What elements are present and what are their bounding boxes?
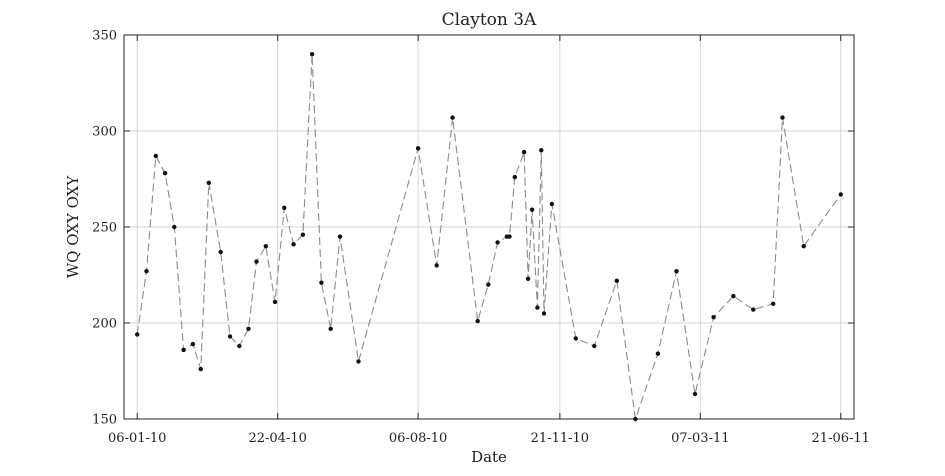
data-point xyxy=(263,244,268,249)
data-point xyxy=(507,234,512,239)
data-point xyxy=(272,299,278,305)
data-point xyxy=(539,148,544,153)
data-point xyxy=(309,52,315,57)
data-point xyxy=(731,293,736,299)
data-point xyxy=(549,201,555,207)
data-point xyxy=(337,234,343,239)
data-point xyxy=(450,115,455,120)
grid-lines xyxy=(124,34,854,420)
x-axis-title: Date xyxy=(471,448,507,466)
data-point xyxy=(237,343,242,349)
axes: 06-01-10 22-04-10 06-08-10 21-11-10 07-03-11… xyxy=(92,29,870,447)
data-point xyxy=(434,263,439,268)
x-tick-label: 06-08-10 xyxy=(389,431,447,446)
data-point xyxy=(771,301,776,306)
data-point xyxy=(535,305,540,310)
x-tick-label: 06-01-10 xyxy=(108,431,166,446)
data-point xyxy=(495,240,500,245)
data-point xyxy=(300,232,306,237)
x-tick-label: 22-04-10 xyxy=(248,431,306,446)
y-tick-label: 300 xyxy=(92,125,117,140)
data-point xyxy=(521,149,527,155)
series-line-0 xyxy=(136,54,842,420)
data-point xyxy=(838,192,843,197)
data-point xyxy=(190,341,196,347)
data-point xyxy=(711,315,716,320)
y-tick-label: 250 xyxy=(92,221,117,236)
x-tick-label: 21-06-11 xyxy=(812,431,870,446)
data-point xyxy=(614,278,619,283)
data-point xyxy=(356,359,361,364)
data-point xyxy=(181,347,186,353)
y-tick-label: 200 xyxy=(92,317,117,332)
data-point xyxy=(592,343,597,349)
y-tick-label: 150 xyxy=(92,413,117,428)
x-tick-label: 07-03-11 xyxy=(671,431,729,446)
data-point xyxy=(751,307,756,312)
data-point xyxy=(254,259,259,264)
y-tick-label: 350 xyxy=(92,29,117,44)
data-point xyxy=(162,171,168,176)
data-point xyxy=(206,180,211,185)
data-point xyxy=(319,280,324,285)
data-point xyxy=(227,334,233,339)
data-point xyxy=(144,269,149,274)
data-point xyxy=(674,269,679,274)
data-point xyxy=(218,249,223,255)
data-point xyxy=(525,276,531,281)
data-point xyxy=(780,115,785,120)
data-point xyxy=(475,318,480,324)
data-point xyxy=(172,224,177,230)
data-point xyxy=(633,416,638,422)
data-point xyxy=(692,391,698,397)
data-point xyxy=(246,326,251,331)
data-point xyxy=(282,205,287,210)
data-point xyxy=(415,146,421,151)
data-point xyxy=(529,207,535,212)
data-point xyxy=(573,336,578,341)
data-point xyxy=(198,366,203,372)
data-point xyxy=(801,244,806,249)
y-axis-title: WQ OXY OXY xyxy=(64,175,82,279)
data-point xyxy=(135,332,140,337)
chart-title: Clayton 3A xyxy=(442,10,537,30)
data-point xyxy=(512,174,517,180)
data-point xyxy=(328,326,333,331)
data-series xyxy=(135,52,843,422)
data-point xyxy=(486,282,491,287)
data-point xyxy=(655,351,661,356)
x-tick-label: 21-11-10 xyxy=(531,431,589,446)
data-point xyxy=(291,242,296,247)
data-point xyxy=(153,153,158,159)
data-point xyxy=(541,311,547,316)
